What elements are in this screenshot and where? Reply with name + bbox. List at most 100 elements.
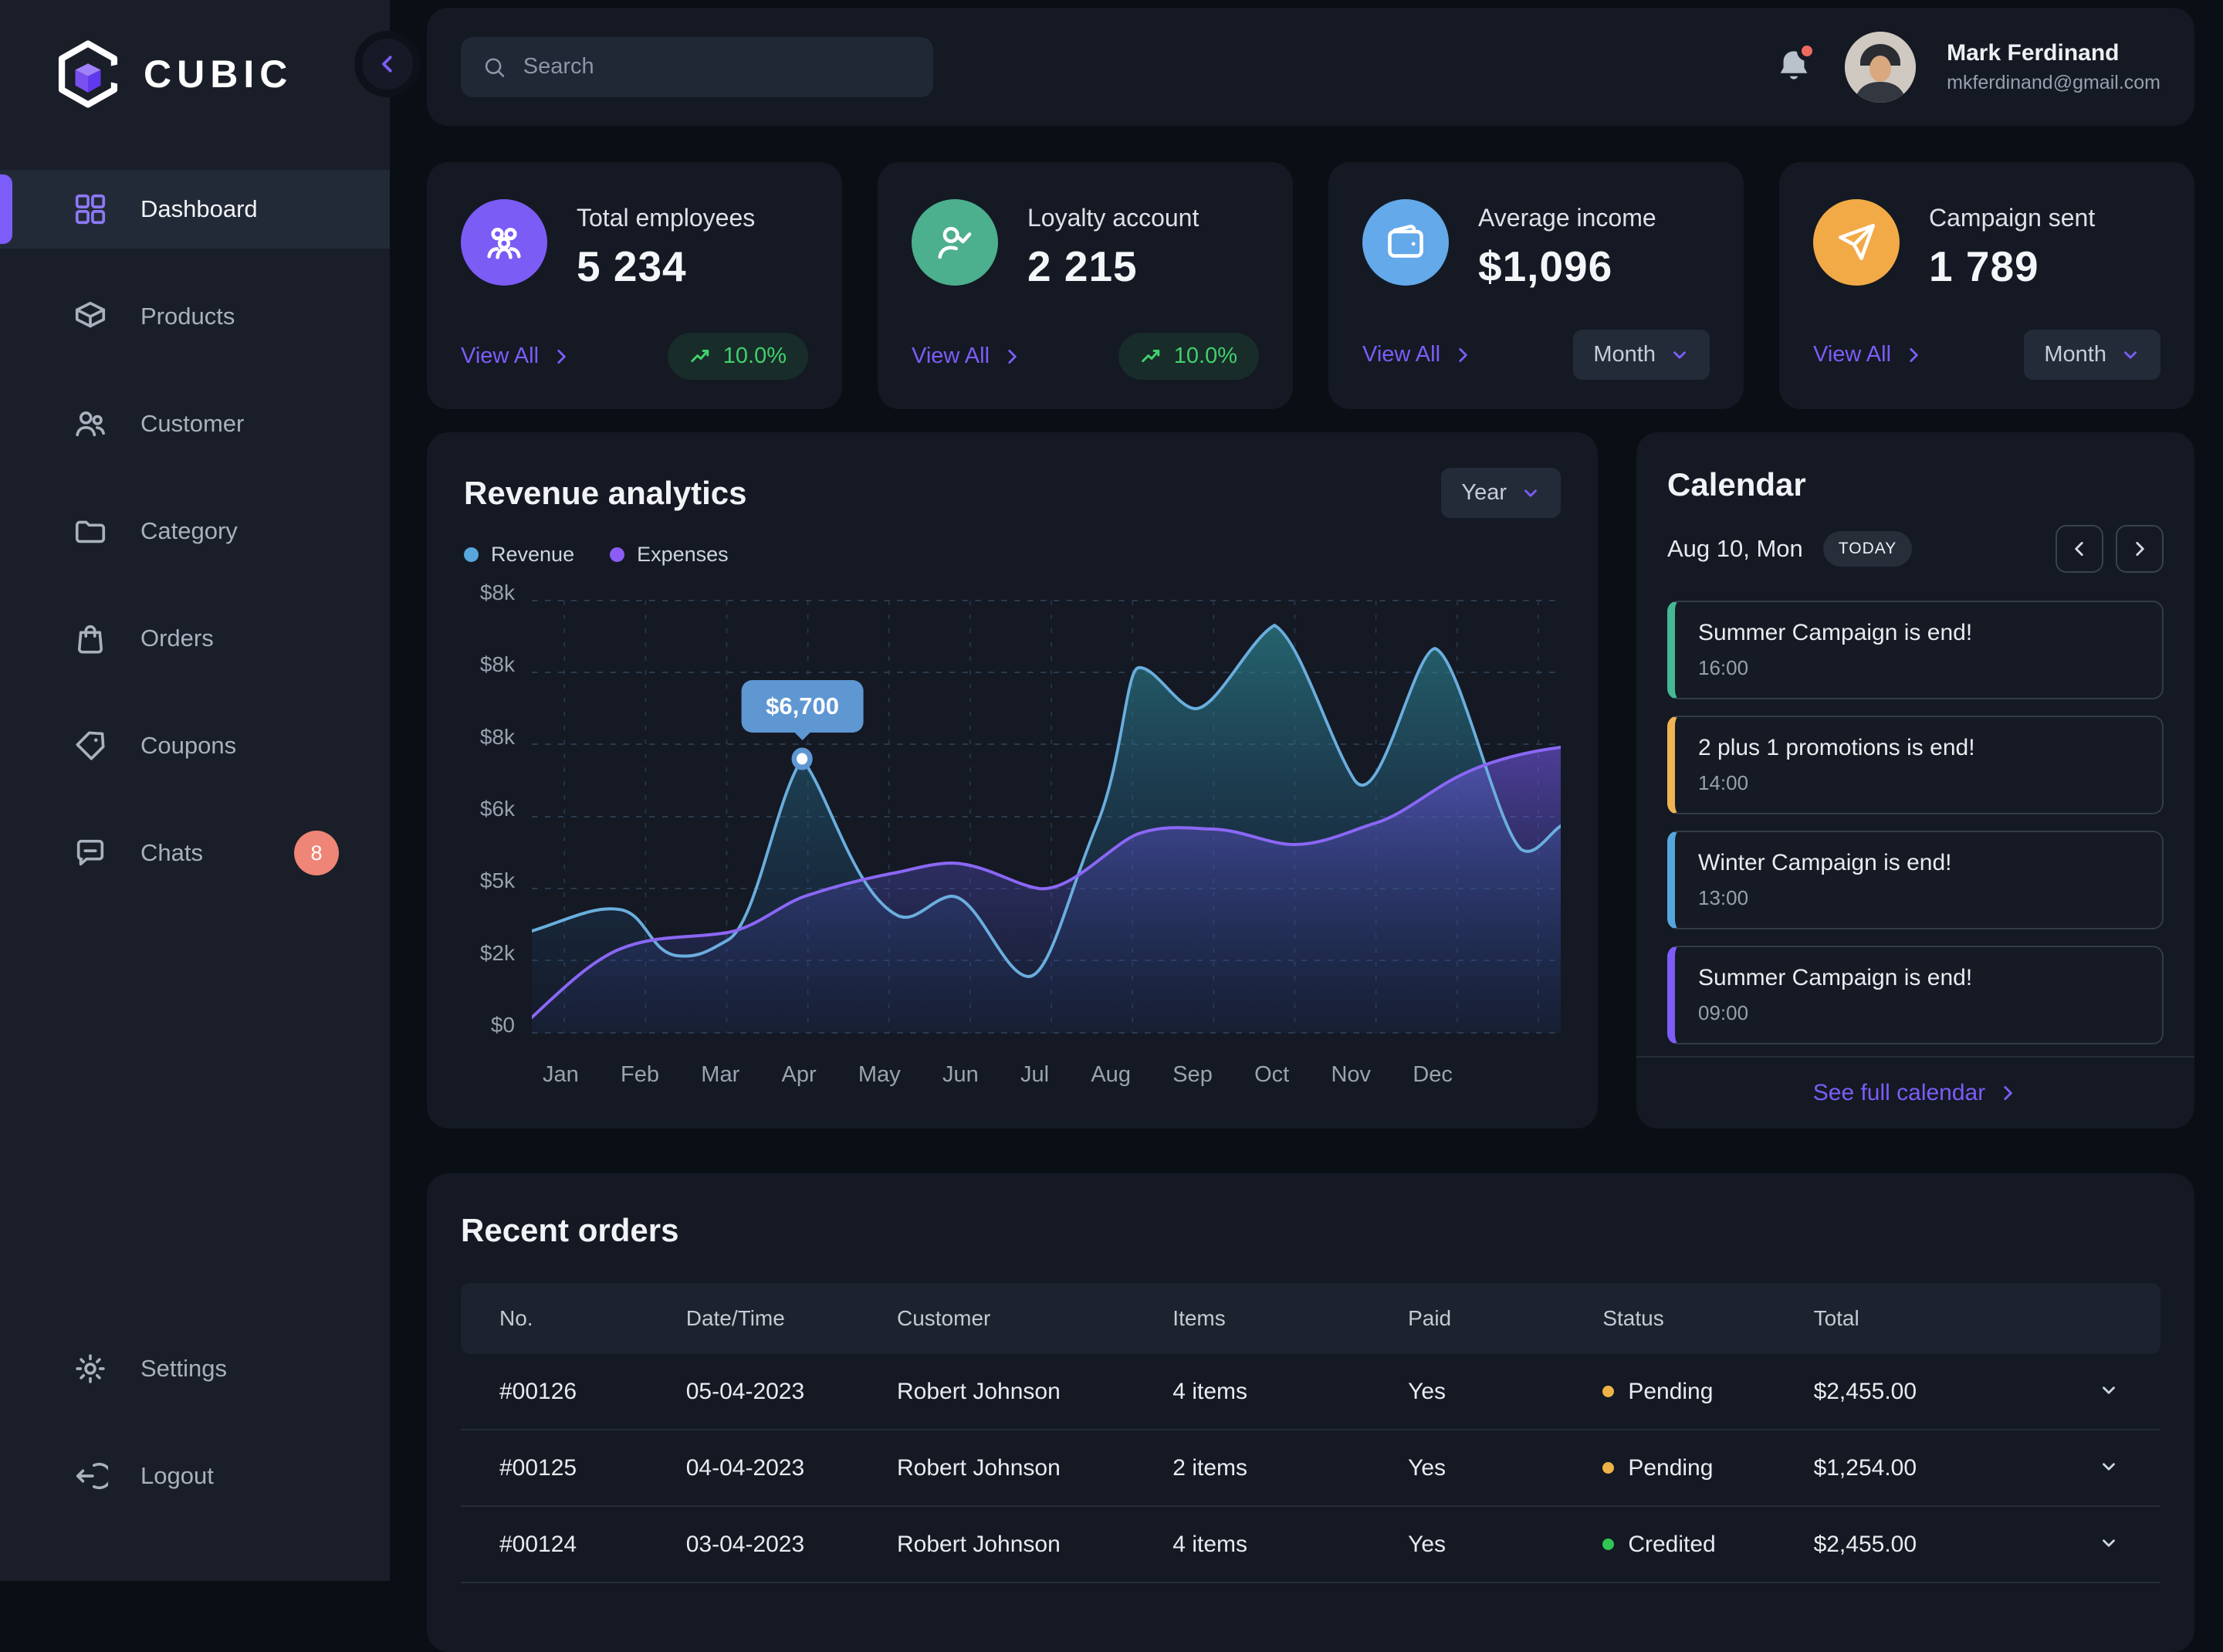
calendar-event[interactable]: Winter Campaign is end! 13:00	[1667, 831, 2164, 929]
sidebar-item-label: Dashboard	[140, 195, 258, 222]
event-time: 13:00	[1698, 886, 1749, 909]
sidebar-item-chats[interactable]: Chats 8	[0, 814, 390, 892]
order-date: 03-04-2023	[685, 1531, 805, 1557]
view-all-label: View All	[1813, 342, 1892, 367]
chevron-right-icon	[1903, 345, 1924, 365]
legend-dot	[464, 547, 479, 562]
view-all-link[interactable]: View All	[1362, 342, 1473, 367]
stat-card-value: 2 215	[1027, 242, 1138, 290]
sidebar-item-coupons[interactable]: Coupons	[0, 706, 390, 785]
stat-card-head: Average income $1,096	[1362, 199, 1710, 291]
status-dot	[1602, 1462, 1615, 1474]
calendar-event[interactable]: Summer Campaign is end! 09:00	[1667, 946, 2164, 1044]
search-icon	[485, 57, 505, 77]
sidebar-nav: Dashboard Products Customer Category Orders C…	[0, 170, 390, 892]
table-row[interactable]: #00124 03-04-2023 Robert Johnson 4 items Yes…	[461, 1507, 2160, 1583]
column-header: Total	[1813, 1306, 1859, 1330]
view-all-link[interactable]: View All	[461, 344, 571, 369]
order-status: Pending	[1602, 1455, 1813, 1481]
event-title: Summer Campaign is end!	[1698, 620, 1973, 645]
x-tick-label: Aug	[1091, 1062, 1131, 1087]
x-tick-label: Nov	[1331, 1062, 1372, 1087]
x-tick-label: Jun	[942, 1062, 979, 1087]
sidebar-item-orders[interactable]: Orders	[0, 599, 390, 678]
order-date: 04-04-2023	[685, 1454, 805, 1481]
calendar-nav	[2056, 525, 2164, 573]
orders-table: No. Date/Time Customer Items Paid Status Total…	[461, 1283, 2160, 1583]
y-tick-label: $2k	[479, 940, 515, 965]
stat-card-title: Average income	[1478, 204, 1656, 232]
sidebar-footer: Settings Logout	[0, 1329, 390, 1544]
chevron-left-icon	[2075, 542, 2083, 556]
settings-icon	[73, 1351, 108, 1386]
trend-badge: 10.0%	[1118, 333, 1259, 380]
chart-y-axis: $8k $8k $8k $6k $5k $2k $0	[464, 581, 532, 1050]
x-tick-label: Mar	[701, 1062, 740, 1087]
event-title: 2 plus 1 promotions is end!	[1698, 735, 1975, 760]
table-row[interactable]: #00125 04-04-2023 Robert Johnson 2 items Yes…	[461, 1430, 2160, 1507]
revenue-series-line	[532, 623, 1561, 979]
chats-badge: 8	[294, 831, 339, 875]
calendar-events: Summer Campaign is end! 16:00 2 plus 1 pro…	[1667, 601, 2164, 1044]
chart-plot: $6,700	[532, 593, 1561, 1050]
row-expand-chevron-icon[interactable]	[2099, 1533, 2122, 1556]
sidebar-item-label: Chats	[140, 839, 203, 866]
row-expand-chevron-icon[interactable]	[2099, 1380, 2122, 1403]
logout-icon	[73, 1458, 108, 1494]
stat-card-head: Campaign sent 1 789	[1813, 199, 2160, 291]
recent-orders-card: Recent orders No. Date/Time Customer Items P…	[427, 1173, 2194, 1652]
search-box[interactable]	[461, 36, 933, 97]
view-all-link[interactable]: View All	[912, 344, 1022, 369]
y-tick-label: $6k	[479, 796, 515, 821]
order-paid: Yes	[1408, 1454, 1446, 1481]
stat-card-title: Campaign sent	[1929, 204, 2096, 232]
row-expand-chevron-icon[interactable]	[2099, 1457, 2122, 1480]
stat-cards-row: Total employees 5 234 View All 10.0% Loyalty…	[427, 162, 2194, 409]
user-check-icon	[912, 199, 998, 286]
sidebar-item-dashboard[interactable]: Dashboard	[0, 170, 390, 249]
avatar[interactable]	[1845, 31, 1917, 103]
see-full-calendar-link[interactable]: See full calendar	[1636, 1056, 2194, 1129]
x-tick-label: Oct	[1254, 1062, 1290, 1087]
period-dropdown[interactable]: Month	[1573, 330, 1710, 380]
today-badge: TODAY	[1822, 531, 1913, 567]
calendar-next-button[interactable]	[2116, 525, 2164, 573]
chevron-right-icon	[1453, 345, 1473, 365]
search-input[interactable]	[523, 54, 912, 80]
sidebar-item-settings[interactable]: Settings	[0, 1329, 390, 1408]
user-email: mkferdinand@gmail.com	[1947, 71, 2160, 93]
stat-card-head: Loyalty account 2 215	[912, 199, 1259, 291]
calendar-event[interactable]: Summer Campaign is end! 16:00	[1667, 601, 2164, 699]
revenue-period-value: Year	[1461, 480, 1507, 505]
event-time: 09:00	[1698, 1001, 1749, 1024]
column-header: Paid	[1408, 1306, 1452, 1330]
sidebar-collapse-button[interactable]	[354, 31, 421, 97]
category-icon	[73, 513, 108, 549]
stat-card-text: Average income $1,096	[1478, 199, 1656, 291]
column-header: No.	[499, 1306, 533, 1330]
x-tick-label: Apr	[781, 1062, 817, 1087]
orders-icon	[73, 621, 108, 656]
sidebar-item-label: Logout	[140, 1462, 214, 1489]
calendar-prev-button[interactable]	[2056, 525, 2103, 573]
sidebar-item-customer[interactable]: Customer	[0, 384, 390, 463]
view-all-link[interactable]: View All	[1813, 342, 1924, 367]
period-dropdown[interactable]: Month	[2024, 330, 2160, 380]
chevron-right-icon	[551, 347, 571, 367]
dashboard-icon	[73, 191, 108, 227]
chats-icon	[73, 835, 108, 871]
chevron-down-icon	[1524, 489, 1537, 497]
orders-table-body: #00126 05-04-2023 Robert Johnson 4 items Yes…	[461, 1354, 2160, 1583]
x-tick-label: May	[858, 1062, 901, 1087]
stat-card-value: $1,096	[1478, 242, 1613, 290]
chart-tooltip: $6,700	[741, 680, 864, 733]
calendar-event[interactable]: 2 plus 1 promotions is end! 14:00	[1667, 716, 2164, 814]
revenue-period-dropdown[interactable]: Year	[1441, 468, 1561, 518]
order-customer: Robert Johnson	[896, 1454, 1061, 1481]
sidebar-item-category[interactable]: Category	[0, 492, 390, 570]
x-tick-label: Dec	[1413, 1062, 1453, 1087]
table-row[interactable]: #00126 05-04-2023 Robert Johnson 4 items Yes…	[461, 1354, 2160, 1430]
sidebar-item-logout[interactable]: Logout	[0, 1437, 390, 1515]
sidebar-item-products[interactable]: Products	[0, 277, 390, 356]
notifications-button[interactable]	[1774, 40, 1818, 89]
